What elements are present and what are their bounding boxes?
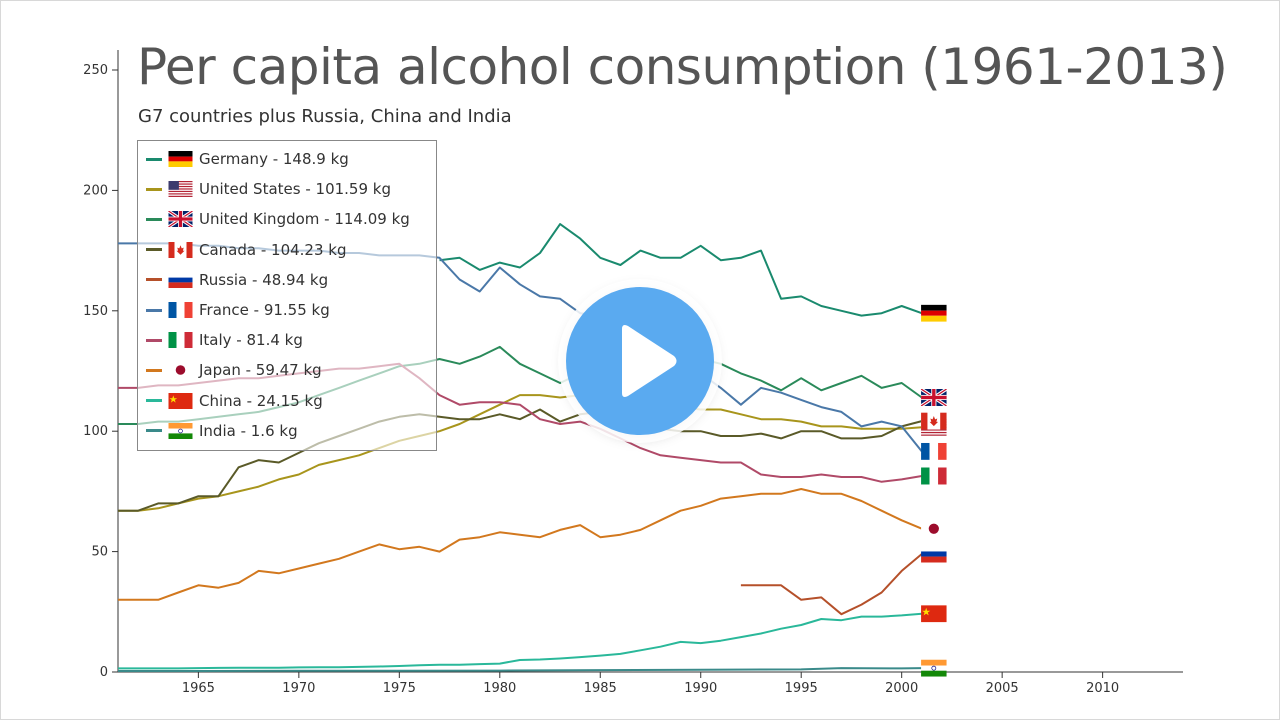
play-button[interactable] bbox=[566, 287, 714, 435]
canada-flag-icon bbox=[168, 241, 193, 258]
legend-swatch bbox=[146, 429, 162, 433]
series-line-russia bbox=[740, 553, 923, 616]
india-flag bbox=[168, 422, 193, 439]
legend-label: Japan - 59.47 kg bbox=[199, 361, 322, 380]
france-flag bbox=[168, 302, 193, 318]
legend-label: China - 24.15 kg bbox=[199, 391, 323, 410]
series-line-india bbox=[118, 667, 922, 672]
germany-flag bbox=[921, 304, 947, 322]
canada-flag bbox=[168, 241, 193, 258]
y-tick-label: 200 bbox=[83, 183, 108, 198]
y-tick-label: 50 bbox=[91, 545, 108, 560]
x-tick-label: 1985 bbox=[584, 681, 617, 696]
legend-swatch bbox=[146, 217, 162, 221]
china-flag bbox=[921, 605, 947, 623]
legend-swatch bbox=[146, 338, 162, 342]
series-line-canada bbox=[118, 408, 923, 512]
india-flag-icon bbox=[168, 422, 193, 439]
chart-title: Per capita alcohol consumption (1961-201… bbox=[137, 38, 1228, 96]
legend-label: India - 1.6 kg bbox=[199, 421, 298, 440]
legend-swatch bbox=[146, 187, 162, 191]
italy-flag bbox=[921, 467, 947, 485]
legend-label: Russia - 48.94 kg bbox=[199, 270, 329, 289]
russia-flag-icon bbox=[168, 271, 193, 288]
uk-flag bbox=[920, 388, 947, 406]
legend-swatch bbox=[146, 248, 162, 252]
legend-item-france: France - 91.55 kg bbox=[146, 299, 330, 321]
usa-flag bbox=[168, 181, 193, 198]
y-tick-label: 0 bbox=[100, 665, 108, 680]
germany-flag bbox=[168, 151, 193, 167]
legend-swatch bbox=[146, 308, 162, 312]
x-tick-label: 1990 bbox=[684, 681, 717, 696]
japan-flag bbox=[921, 520, 947, 538]
y-tick-label: 100 bbox=[83, 424, 108, 439]
chart-subtitle: G7 countries plus Russia, China and Indi… bbox=[138, 106, 512, 127]
japan-flag bbox=[168, 362, 193, 379]
x-tick-label: 2005 bbox=[986, 681, 1019, 696]
japan-flag-icon bbox=[168, 362, 193, 379]
canada-flag bbox=[921, 412, 947, 430]
x-tick-label: 1975 bbox=[383, 681, 416, 696]
italy-flag-icon bbox=[168, 332, 193, 349]
legend-label: Germany - 148.9 kg bbox=[199, 150, 349, 168]
chart-legend: Germany - 148.9 kg United States - 101.59… bbox=[137, 140, 437, 451]
legend-item-united-states: United States - 101.59 kg bbox=[146, 178, 391, 200]
series-line-china bbox=[118, 612, 922, 670]
legend-label: United Kingdom - 114.09 kg bbox=[199, 210, 410, 229]
uk-flag-icon bbox=[167, 210, 194, 229]
russia-flag bbox=[168, 271, 193, 288]
legend-item-united-kingdom: United Kingdom - 114.09 kg bbox=[146, 208, 410, 230]
x-tick-label: 1995 bbox=[785, 681, 818, 696]
series-line-germany bbox=[439, 223, 923, 317]
legend-item-india: India - 1.6 kg bbox=[146, 420, 298, 442]
legend-item-russia: Russia - 48.94 kg bbox=[146, 269, 328, 291]
legend-item-china: China - 24.15 kg bbox=[146, 390, 323, 412]
france-flag-icon bbox=[168, 302, 193, 318]
x-tick-label: 1965 bbox=[182, 681, 215, 696]
x-tick-label: 2000 bbox=[885, 681, 918, 696]
legend-swatch bbox=[146, 157, 162, 161]
x-tick-label: 1980 bbox=[483, 681, 516, 696]
italy-flag bbox=[168, 332, 193, 349]
y-tick-label: 250 bbox=[83, 63, 108, 78]
legend-label: Italy - 81.4 kg bbox=[199, 331, 303, 350]
legend-label: France - 91.55 kg bbox=[199, 301, 330, 319]
china-flag-icon bbox=[168, 392, 193, 409]
x-tick-label: 2010 bbox=[1086, 681, 1119, 696]
series-line-united-states bbox=[118, 394, 922, 512]
france-flag bbox=[921, 442, 947, 460]
uk-flag bbox=[167, 210, 194, 229]
germany-flag-icon bbox=[168, 151, 193, 167]
legend-item-germany: Germany - 148.9 kg bbox=[146, 148, 349, 170]
legend-swatch bbox=[146, 399, 162, 403]
legend-swatch bbox=[146, 278, 162, 282]
india-flag bbox=[921, 659, 947, 677]
y-tick-label: 150 bbox=[83, 304, 108, 319]
legend-label: United States - 101.59 kg bbox=[199, 180, 391, 199]
legend-label: Canada - 104.23 kg bbox=[199, 240, 347, 259]
legend-item-italy: Italy - 81.4 kg bbox=[146, 329, 303, 351]
series-line-japan bbox=[118, 488, 923, 601]
x-tick-label: 1970 bbox=[282, 681, 315, 696]
legend-swatch bbox=[146, 368, 162, 372]
legend-item-japan: Japan - 59.47 kg bbox=[146, 359, 322, 381]
legend-item-canada: Canada - 104.23 kg bbox=[146, 239, 347, 261]
usa-flag-icon bbox=[168, 181, 193, 198]
play-icon bbox=[622, 325, 677, 397]
russia-flag bbox=[921, 545, 947, 563]
china-flag bbox=[168, 392, 193, 409]
